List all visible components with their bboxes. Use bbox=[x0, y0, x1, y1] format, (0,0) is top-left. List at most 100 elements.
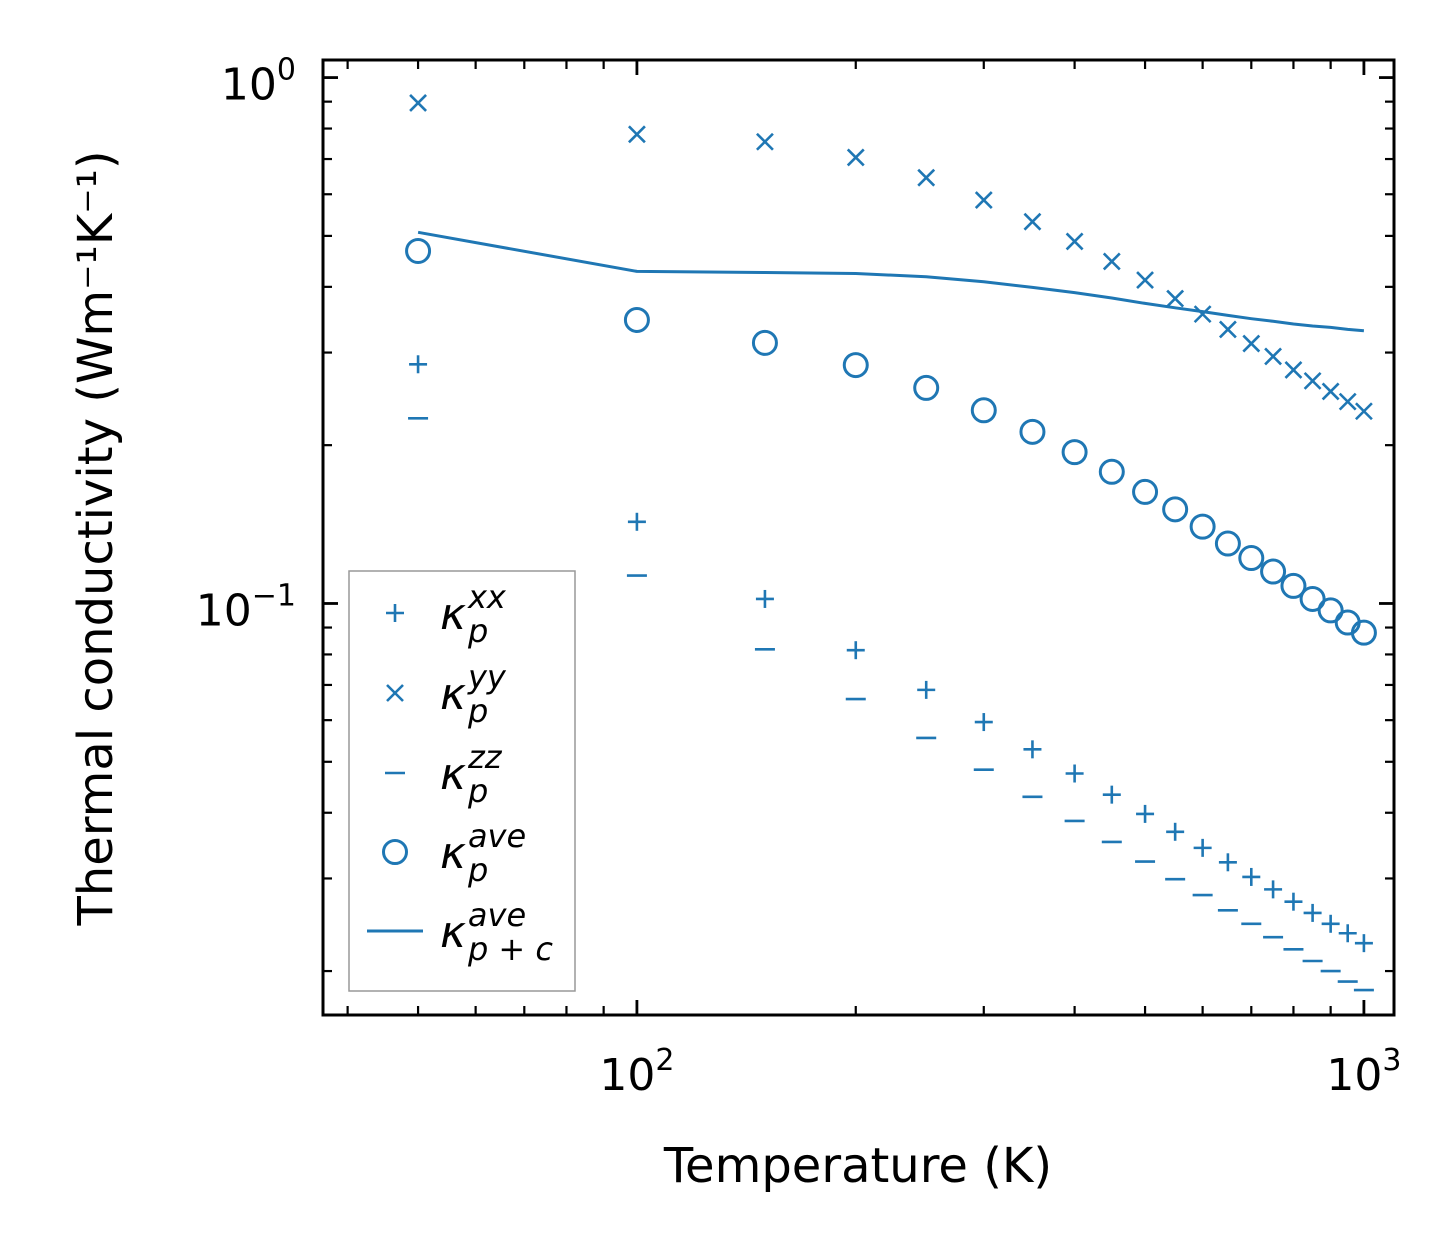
series-kappa-yy-point-b bbox=[1193, 305, 1212, 324]
y-axis-label: Thermal conductivity (Wm⁻¹K⁻¹) bbox=[68, 150, 124, 926]
series-kappa-xx-point bbox=[1023, 740, 1042, 759]
legend-sup: yy bbox=[467, 658, 507, 696]
series-kappa-yy-point bbox=[1338, 392, 1357, 411]
series-kappa-xx-point bbox=[1264, 880, 1283, 899]
series-kappa-yy-point-b bbox=[1354, 402, 1373, 421]
series-kappa-yy-point-b bbox=[1321, 382, 1340, 401]
series-kappa-yy-point-b bbox=[1303, 371, 1322, 390]
series-kappa-xx-point bbox=[1321, 914, 1340, 933]
series-kappa-yy-point bbox=[1284, 361, 1303, 379]
series-kappa-yy-point bbox=[1065, 232, 1084, 251]
series-kappa-xx-point bbox=[846, 641, 865, 660]
series-kappa-ave-point bbox=[1238, 545, 1265, 572]
series-kappa-ave-point bbox=[1299, 585, 1326, 612]
legend-sup: xx bbox=[467, 578, 507, 616]
series-kappa-ave-point bbox=[1214, 530, 1241, 557]
series-kappa-yy-point bbox=[1193, 305, 1212, 324]
series-kappa-ave-point bbox=[1350, 619, 1377, 646]
x-axis-label: Temperature (K) bbox=[663, 1138, 1052, 1194]
series-kappa-yy-point-b bbox=[409, 93, 427, 112]
x-tick-label: 102 bbox=[599, 1043, 674, 1101]
series-kappa-xx-point bbox=[755, 589, 774, 608]
series-kappa-yy-point bbox=[1354, 402, 1373, 421]
series-kappa-xx-point bbox=[1166, 822, 1185, 841]
series-kappa-xx-point bbox=[1303, 903, 1322, 922]
series-kappa-xx-point bbox=[627, 512, 646, 531]
legend-markers bbox=[367, 604, 423, 933]
series-kappa-xx-point bbox=[1136, 804, 1155, 823]
series-kappa-ave-point bbox=[1098, 458, 1125, 485]
series-kappa-ave-point bbox=[1061, 439, 1088, 466]
legend-marker bbox=[382, 839, 408, 865]
series-kappa-xx-point bbox=[1065, 764, 1084, 783]
series-kappa-yy-point-b bbox=[1284, 361, 1303, 379]
series-kappa-ave-point bbox=[623, 306, 650, 333]
series-kappa-pc-ave-line bbox=[417, 230, 1365, 333]
legend-label-kappa-zz: κpzz bbox=[440, 738, 503, 810]
series-kappa-yy-point bbox=[1218, 320, 1237, 339]
series-kappa-yy-point bbox=[1102, 252, 1121, 271]
legend-label-kappa-yy: κpyy bbox=[440, 658, 507, 730]
series-kappa-yy bbox=[409, 93, 1373, 421]
series-kappa-xx bbox=[409, 355, 1373, 953]
series-kappa-zz bbox=[408, 416, 1374, 992]
series-kappa-yy-point bbox=[1303, 371, 1322, 390]
x-tick-labels: 102 103 bbox=[599, 1043, 1401, 1101]
series-kappa-yy-point bbox=[1242, 334, 1261, 353]
series-kappa-xx-point bbox=[974, 713, 993, 732]
y-tick-labels: 10−1 100 bbox=[196, 53, 296, 637]
series-kappa-ave-point bbox=[970, 397, 997, 424]
series-kappa-yy-point-b bbox=[756, 132, 774, 151]
series-kappa-xx-point bbox=[409, 355, 428, 374]
legend-label-kappa-pc-ave: κp + cave bbox=[440, 896, 553, 968]
series-kappa-yy-point bbox=[1264, 347, 1282, 366]
series-kappa-yy-point-b bbox=[974, 191, 993, 209]
series-kappa-yy-point-b bbox=[1102, 252, 1121, 271]
series-kappa-yy-point-b bbox=[1218, 320, 1237, 339]
legend-frame bbox=[348, 570, 576, 992]
plot-frame bbox=[321, 58, 1396, 1017]
series-kappa-xx-point bbox=[1284, 892, 1303, 911]
series-kappa-ave-point bbox=[1132, 478, 1159, 505]
legend-marker bbox=[386, 684, 404, 702]
legend: κpxx κpyy κpzz κpave κp + cave bbox=[348, 570, 576, 992]
series-kappa-yy-point bbox=[1321, 382, 1340, 401]
series-kappa-xx-point bbox=[1338, 924, 1357, 943]
legend-marker-b bbox=[386, 684, 404, 702]
series-kappa-yy-point-b bbox=[917, 168, 936, 187]
legend-label-kappa-ave: κpave bbox=[440, 817, 526, 889]
series-kappa-yy-point bbox=[627, 125, 646, 144]
legend-marker bbox=[386, 604, 404, 622]
series-kappa-ave-point bbox=[1280, 572, 1307, 599]
legend-texts: κpxx κpyy κpzz κpave κp + cave bbox=[440, 578, 553, 968]
series-kappa-yy-point bbox=[974, 191, 993, 209]
series-kappa-yy-point-b bbox=[846, 148, 865, 167]
x-tick-label: 103 bbox=[1326, 1043, 1401, 1101]
y-tick-label: 100 bbox=[221, 53, 296, 111]
series-kappa-ave-point bbox=[751, 329, 778, 356]
legend-sup: ave bbox=[468, 896, 526, 934]
series-kappa-ave-point bbox=[1189, 513, 1216, 540]
series-kappa-ave-point bbox=[913, 374, 940, 401]
series-kappa-ave-point bbox=[1162, 496, 1189, 523]
series-kappa-ave-point bbox=[1019, 418, 1046, 445]
series-kappa-yy-point bbox=[1023, 212, 1042, 231]
series-kappa-ave-point bbox=[1317, 597, 1344, 624]
series-kappa-yy-point bbox=[756, 132, 774, 151]
legend-label-kappa-xx: κpxx bbox=[440, 578, 507, 650]
series-kappa-ave-point bbox=[1260, 558, 1287, 585]
y-tick-label: 10−1 bbox=[196, 578, 296, 636]
series-kappa-ave-point bbox=[405, 237, 432, 264]
series-kappa-ave-point bbox=[842, 352, 869, 379]
series-kappa-yy-point-b bbox=[1136, 271, 1154, 290]
series-kappa-yy-point bbox=[409, 93, 427, 112]
series-kappa-xx-point bbox=[1102, 785, 1121, 804]
series-kappa-ave bbox=[405, 237, 1377, 646]
data-layer bbox=[405, 93, 1377, 992]
series-kappa-yy-point-b bbox=[627, 125, 646, 144]
series-kappa-yy-point bbox=[917, 168, 936, 187]
series-kappa-yy-point bbox=[1166, 289, 1185, 308]
series-kappa-xx-point bbox=[1193, 838, 1212, 857]
series-kappa-xx-point bbox=[1218, 853, 1237, 872]
